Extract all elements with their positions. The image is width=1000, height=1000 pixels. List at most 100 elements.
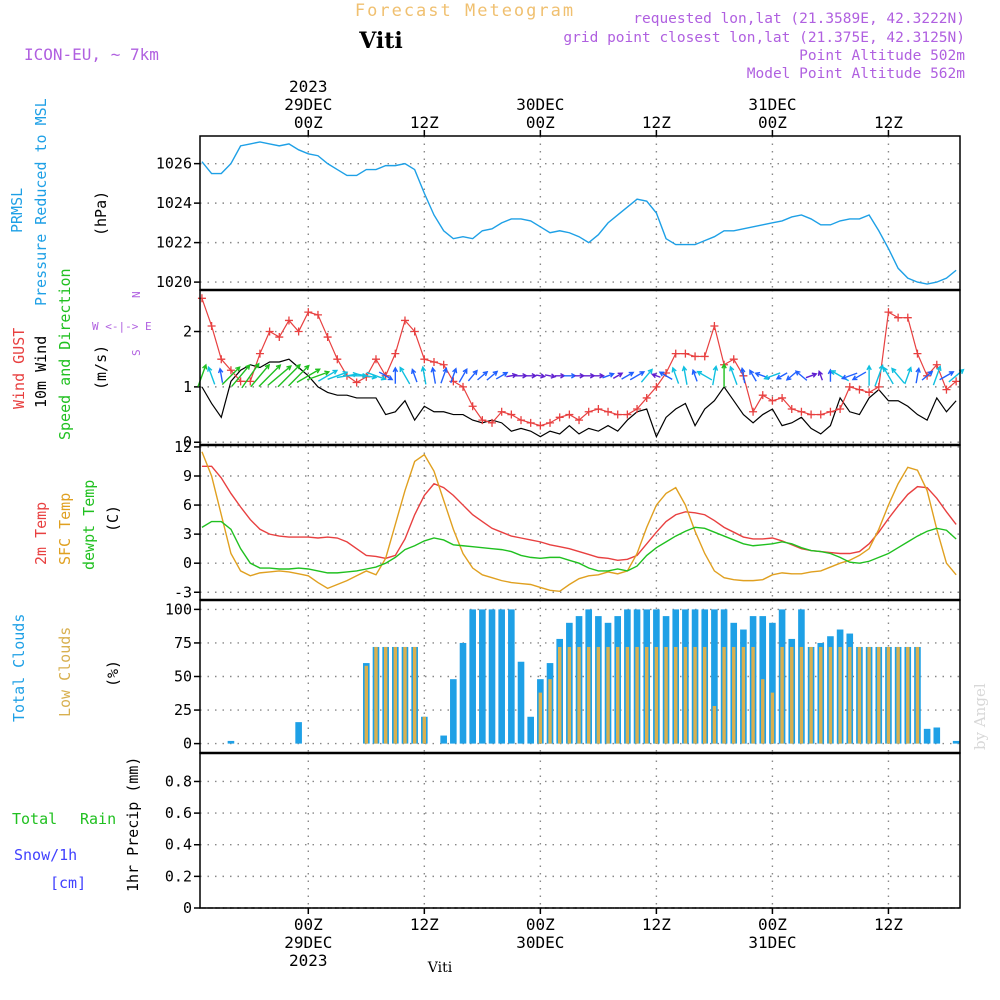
low-cloud-bar <box>828 646 833 744</box>
dewpt-line <box>201 520 957 574</box>
low-cloud-bar <box>412 646 417 744</box>
bottom-time-label: 30DEC <box>516 933 564 952</box>
wind-gust-label: Wind GUST <box>10 328 28 409</box>
wind-arrow <box>392 366 399 384</box>
wind-arrow <box>915 366 921 384</box>
low-cloud-bar <box>712 706 717 744</box>
gust-marker <box>652 382 661 391</box>
wind-arrow <box>882 366 894 385</box>
gust-marker <box>468 402 477 411</box>
product-title: Forecast Meteogram <box>355 1 575 21</box>
wind-arrow <box>327 370 349 380</box>
low-cloud-bar <box>606 646 610 744</box>
compass-south: S <box>130 349 143 356</box>
gust-marker <box>546 418 555 427</box>
gust-marker <box>623 410 632 419</box>
low-cloud-bar <box>896 646 900 744</box>
low-cloud-bar <box>557 646 562 744</box>
gust-marker <box>932 360 941 369</box>
total-cloud-bar <box>527 716 534 744</box>
y-tick-label: 100 <box>165 600 192 618</box>
gust-marker <box>865 388 874 397</box>
wind-arrow <box>921 370 934 381</box>
prmsl-label: PRMSL <box>8 188 26 233</box>
y-tick-label: 1026 <box>156 155 192 173</box>
low-cloud-bar <box>867 646 871 744</box>
total-cloud-bar <box>488 609 496 744</box>
wind-arrow <box>712 365 719 386</box>
low-cloud-bar <box>906 646 910 744</box>
low-cloud-bar <box>538 692 543 744</box>
wind-arrow <box>891 367 905 384</box>
y-tick-label: 1 <box>183 378 192 396</box>
closest-coords: grid point closest lon,lat (21.375E, 42.… <box>563 30 965 46</box>
wind-arrow <box>430 366 437 384</box>
gust-marker <box>246 377 255 386</box>
gust-line <box>201 298 957 427</box>
sfc-temp-line <box>201 451 957 593</box>
y-tick-label: 1024 <box>156 194 192 212</box>
y-tick-label: 0.2 <box>165 867 192 885</box>
wind-arrow <box>574 373 586 379</box>
low-cloud-bar <box>674 646 678 744</box>
gust-marker <box>671 349 680 358</box>
gust-marker <box>681 349 690 358</box>
gust-marker <box>778 393 787 402</box>
sfc-temp-label: SFC Temp <box>56 493 74 565</box>
gust-marker <box>768 396 777 405</box>
bottom-time-label: 29DEC <box>284 933 332 952</box>
wind-arrow <box>420 365 427 385</box>
requested-coords: requested lon,lat (21.3589E, 42.3222N) <box>633 11 965 27</box>
dewpt-label: dewpt Temp <box>80 480 98 570</box>
total-cloud-bar <box>295 722 302 744</box>
wind-arrow <box>399 366 411 385</box>
y-tick-label: 50 <box>174 668 192 686</box>
wind-arrow <box>231 364 251 387</box>
wind-arrow <box>785 371 798 381</box>
wind-arrow <box>495 371 509 380</box>
top-time-label: 2023 <box>289 77 328 96</box>
gust-marker <box>459 382 468 391</box>
wind-arrow <box>681 365 688 385</box>
wind-arrow <box>658 371 673 380</box>
speed-direction-label: Speed and Direction <box>56 268 74 440</box>
low-cloud-bar <box>819 646 823 744</box>
wind-arrow <box>450 367 458 384</box>
footer-location: Viti <box>427 960 453 976</box>
top-time-label: 12Z <box>642 113 671 132</box>
gust-marker <box>633 405 642 414</box>
low-cloud-bar <box>577 646 581 744</box>
wind-arrow <box>440 367 448 384</box>
model-label: ICON-EU, ~ 7km <box>24 45 159 64</box>
y-tick-label: -3 <box>174 583 192 601</box>
low-cloud-bar <box>703 646 707 744</box>
gust-marker <box>894 313 903 322</box>
gust-marker <box>942 385 951 394</box>
low-cloud-bar <box>848 646 852 744</box>
gust-marker <box>758 391 767 400</box>
low-clouds-label: Low Clouds <box>56 627 74 717</box>
wind-arrow <box>288 364 310 387</box>
gust-marker <box>903 313 912 322</box>
total-cloud-bar <box>459 642 467 744</box>
gust-marker <box>575 416 584 425</box>
panel-frame <box>199 444 961 601</box>
gust-marker <box>323 333 332 342</box>
compass-north: N <box>130 291 143 298</box>
gust-marker <box>391 349 400 358</box>
gust-marker <box>265 327 274 336</box>
low-cloud-bar <box>751 646 755 744</box>
temp2m-line <box>201 465 957 561</box>
precip-unit-label: 1hr Precip (mm) <box>124 757 142 892</box>
gust-marker <box>807 410 816 419</box>
gust-marker <box>536 421 545 430</box>
y-tick-label: 1020 <box>156 273 192 291</box>
total-cloud-bar <box>479 609 486 744</box>
watermark: by Angel <box>971 683 989 750</box>
top-time-label: 30DEC <box>516 95 564 114</box>
low-cloud-bar <box>364 665 369 744</box>
bottom-time-label: 31DEC <box>748 933 796 952</box>
gust-marker <box>816 410 825 419</box>
